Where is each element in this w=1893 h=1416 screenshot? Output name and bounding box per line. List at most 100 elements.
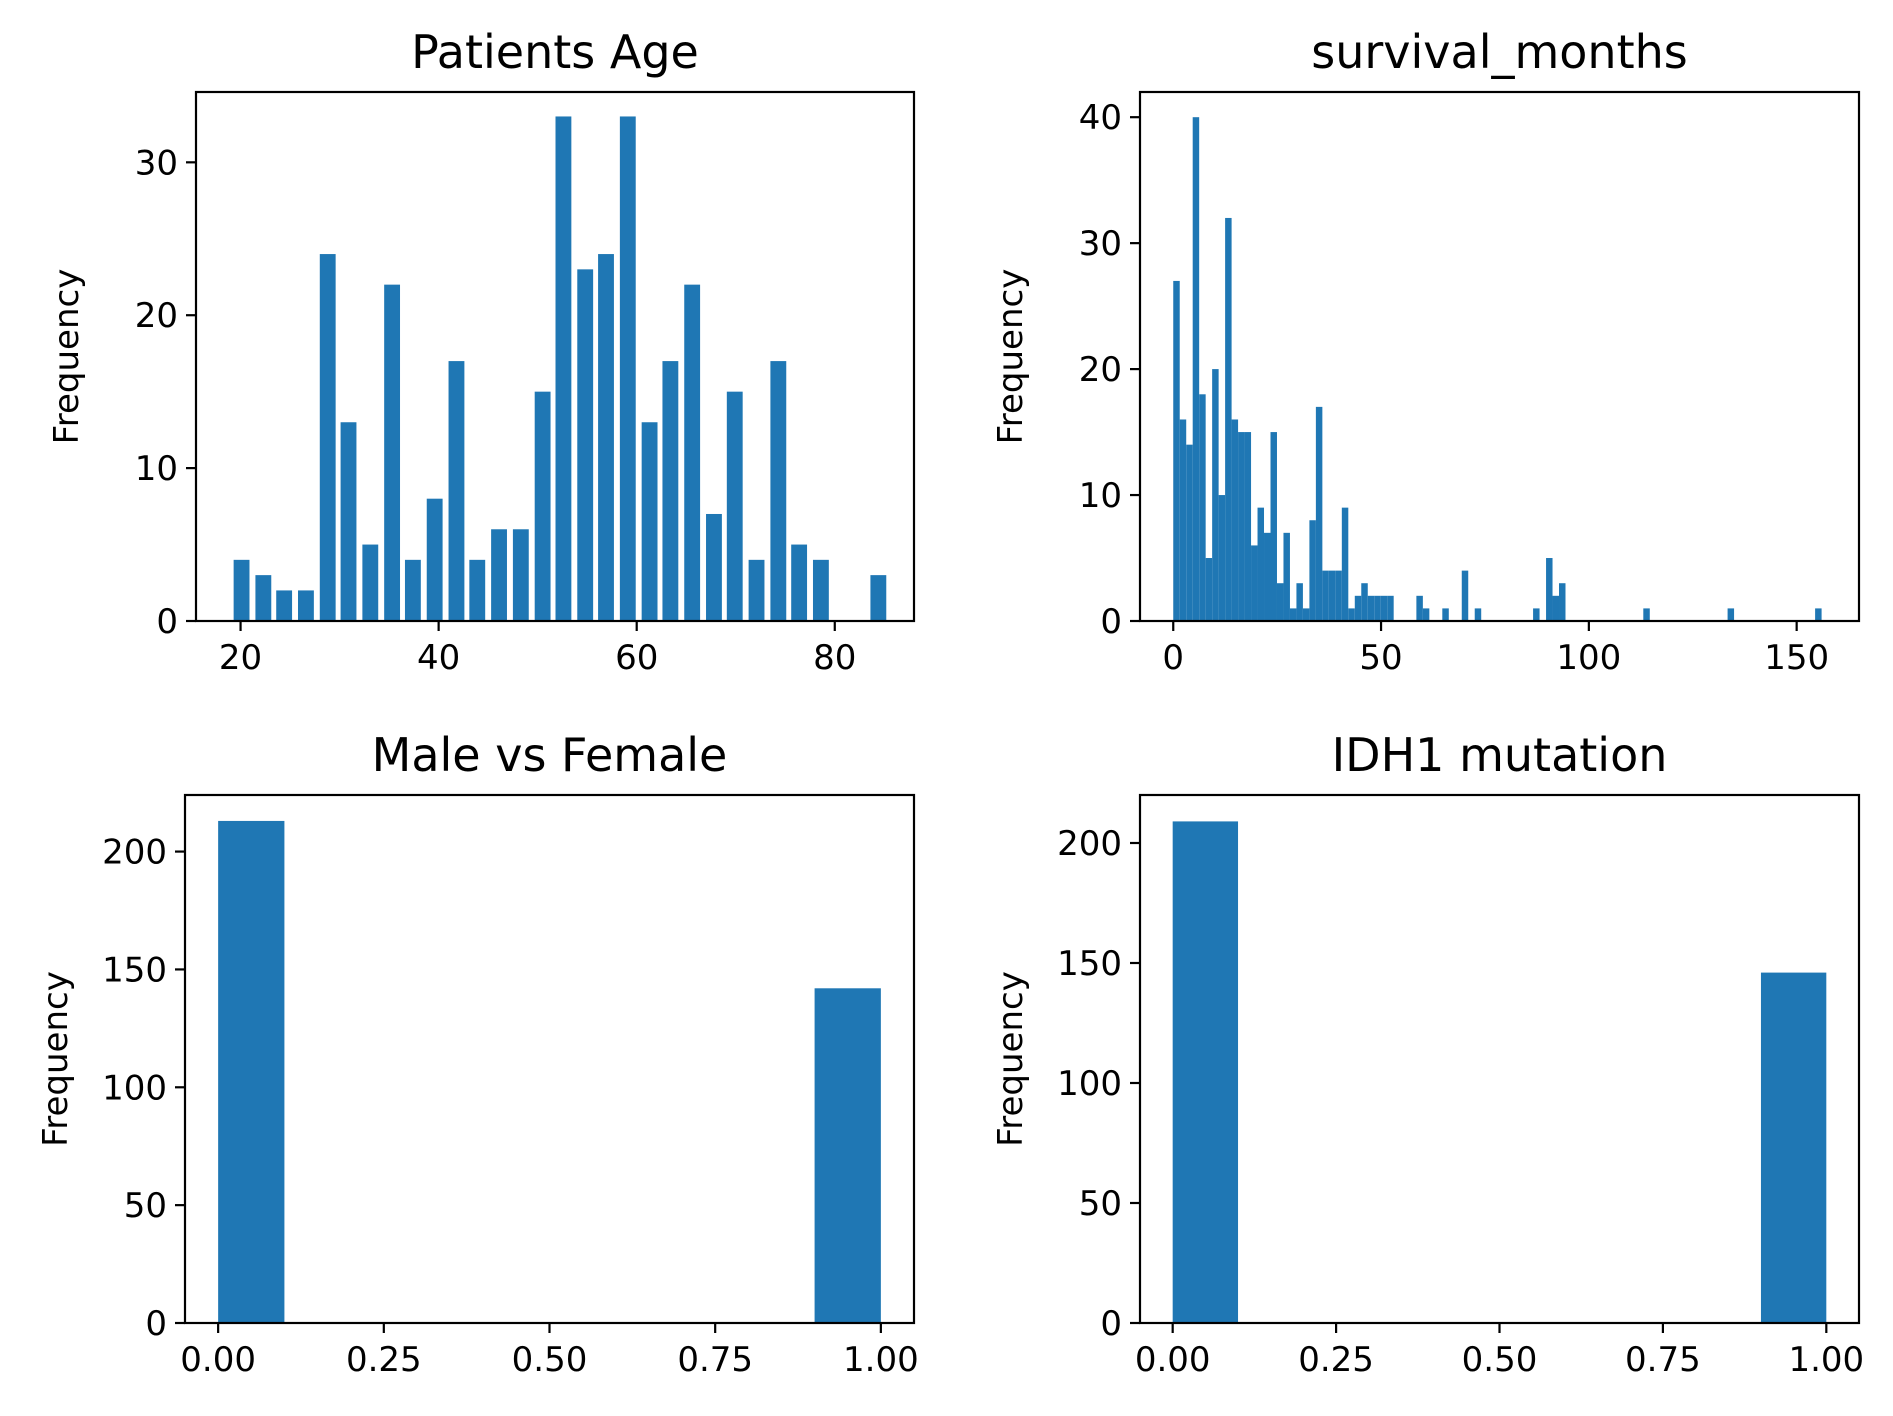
y-tick-label: 150	[102, 950, 167, 990]
panel-title: IDH1 mutation	[1332, 728, 1668, 782]
histogram-bar	[1727, 608, 1735, 621]
histogram-bar	[1173, 280, 1180, 621]
histogram-bar	[1815, 608, 1822, 621]
histogram-bar	[748, 559, 765, 621]
y-tick-label: 0	[1100, 1304, 1122, 1344]
histogram-bar	[1760, 972, 1827, 1323]
histogram-bar	[1283, 532, 1290, 621]
histogram-bar	[1172, 821, 1239, 1323]
histogram-bar	[577, 269, 594, 621]
male-vs-female-panel: Male vs Female Frequency 0.00 0.25 0.50 0.7…	[36, 728, 919, 1380]
histogram-bar	[1461, 570, 1469, 621]
x-tick-label: 0.75	[677, 1340, 753, 1380]
x-tick-label: 150	[1764, 638, 1829, 678]
y-axis-label: Frequency	[36, 971, 76, 1147]
histogram-bar	[1186, 444, 1193, 621]
histogram-bar	[1199, 394, 1206, 621]
histogram-bar	[1315, 406, 1323, 621]
y-tick-label: 30	[135, 143, 178, 183]
histogram-bar	[870, 575, 887, 621]
histogram-bar	[255, 575, 272, 621]
x-tick-label: 1.00	[843, 1340, 919, 1380]
axes-frame	[194, 90, 916, 623]
histogram-bar	[1264, 532, 1271, 621]
y-tick-label: 0	[145, 1304, 167, 1344]
y-tick-label: 200	[102, 833, 167, 873]
histogram-bar	[1533, 608, 1540, 621]
ticks-group: 20 40 60 80 0 10 20 30	[135, 143, 857, 678]
histogram-bar	[812, 559, 829, 621]
x-tick-label: 20	[219, 638, 262, 678]
y-tick-label: 100	[1057, 1064, 1122, 1104]
histogram-bar	[512, 529, 529, 621]
histogram-bar	[1231, 419, 1239, 621]
y-tick-label: 20	[1079, 350, 1122, 390]
panel-title: Male vs Female	[372, 728, 728, 782]
histogram-bar	[469, 559, 486, 621]
histogram-bar	[319, 254, 336, 621]
survival-months-panel: survival_months Frequency 0 50 100 150 0 10 20…	[991, 25, 1861, 678]
histogram-bar	[1257, 507, 1265, 621]
histogram-bar	[1276, 583, 1284, 621]
histogram-bar	[1354, 595, 1362, 621]
histogram-bar	[1367, 595, 1375, 621]
histogram-bar	[1289, 608, 1297, 621]
x-tick-label: 0.25	[346, 1340, 422, 1380]
y-axis-label: Frequency	[47, 269, 87, 445]
histogram-bar	[1380, 595, 1388, 621]
histogram-bar	[1302, 608, 1310, 621]
histogram-bar	[1322, 570, 1329, 621]
y-tick-label: 20	[135, 296, 178, 336]
x-tick-label: 40	[417, 638, 460, 678]
histogram-bar	[1335, 570, 1342, 621]
histogram-bar	[1374, 595, 1381, 621]
histogram-bar	[1422, 608, 1430, 621]
patients-age-panel: Patients Age Frequency 20 40 60 80 0 10 20 30	[47, 25, 916, 678]
y-tick-label: 100	[102, 1068, 167, 1108]
histogram-bar	[662, 361, 679, 621]
ticks-group: 0.00 0.25 0.50 0.75 1.00 0 50 100 150 200	[1057, 824, 1864, 1380]
histogram-bar	[218, 820, 285, 1323]
histogram-bar	[706, 513, 722, 621]
x-tick-label: 0.00	[180, 1340, 256, 1380]
histogram-bar	[1218, 495, 1226, 621]
x-tick-label: 0.00	[1135, 1340, 1211, 1380]
histogram-bar	[1192, 117, 1200, 621]
y-tick-label: 0	[1100, 602, 1122, 642]
y-tick-label: 0	[156, 602, 178, 642]
histogram-bar	[340, 422, 357, 621]
histogram-bar	[1296, 583, 1303, 621]
y-tick-label: 10	[135, 449, 178, 489]
histogram-bar	[1559, 583, 1566, 621]
histogram-bar	[1416, 595, 1423, 621]
histogram-bar	[555, 116, 572, 622]
bars-group	[233, 116, 887, 622]
histogram-bar	[814, 988, 881, 1323]
histogram-bar	[426, 498, 443, 621]
histogram-bar	[1552, 595, 1560, 621]
histogram-bar	[491, 529, 507, 621]
histogram-bar	[1238, 432, 1245, 621]
bars-group	[218, 820, 881, 1323]
x-tick-label: 100	[1556, 638, 1621, 678]
y-tick-label: 10	[1079, 476, 1122, 516]
y-tick-label: 50	[124, 1186, 167, 1226]
histogram-bar	[1225, 217, 1232, 621]
histogram-bar	[1251, 545, 1258, 621]
idh1-mutation-panel: IDH1 mutation Frequency 0.00 0.25 0.50 0.75…	[991, 728, 1864, 1380]
x-tick-label: 1.00	[1788, 1340, 1864, 1380]
histogram-bar	[1270, 432, 1277, 621]
bars-group	[1172, 821, 1827, 1323]
histogram-bar	[1474, 608, 1482, 621]
ticks-group: 0 50 100 150 0 10 20 30 40	[1079, 98, 1829, 678]
panel-title: survival_months	[1311, 25, 1688, 79]
axes-frame	[183, 793, 916, 1325]
histogram-bar	[1643, 608, 1650, 621]
histogram-bar	[384, 284, 401, 621]
histogram-bar	[1442, 608, 1449, 621]
y-tick-label: 30	[1079, 224, 1122, 264]
histogram-bar	[1328, 570, 1336, 621]
x-tick-label: 0.50	[1462, 1340, 1538, 1380]
